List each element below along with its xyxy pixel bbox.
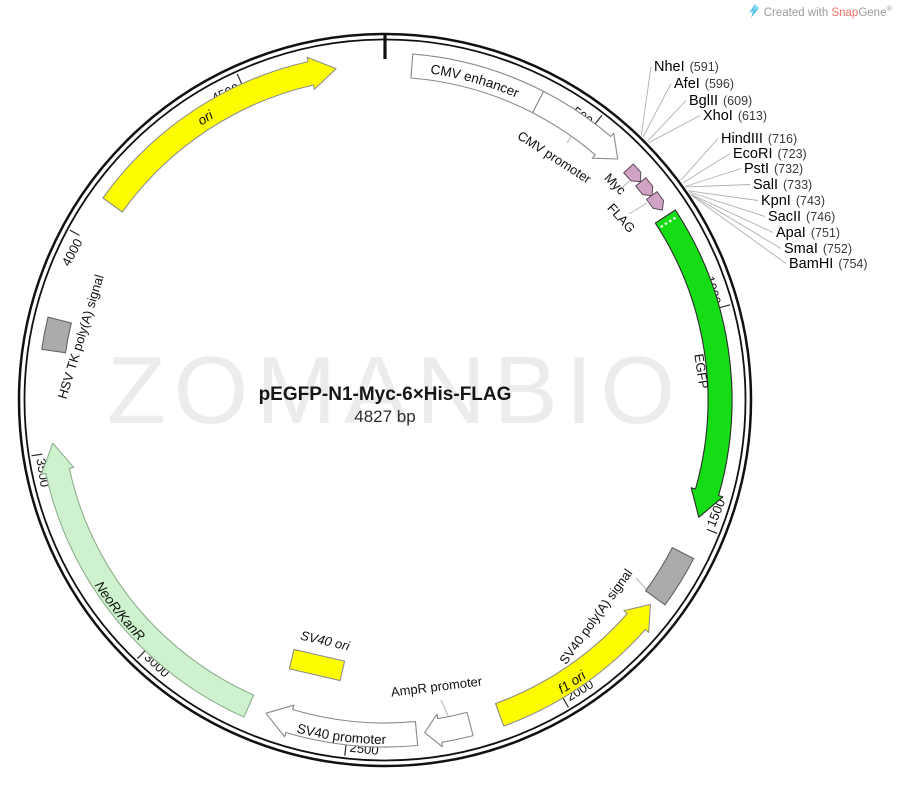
feature-sv40-polya[interactable] bbox=[644, 546, 695, 606]
enzyme-label-EcoRI[interactable]: EcoRI (723) bbox=[733, 146, 807, 162]
snapgene-credit: Created with SnapGene® bbox=[748, 4, 892, 19]
enzyme-position: (752) bbox=[823, 242, 852, 256]
watermark-text: ZOMANBIO bbox=[106, 337, 683, 444]
scale-tick bbox=[719, 304, 731, 309]
scale-tick bbox=[69, 229, 80, 236]
enzyme-label-XhoI[interactable]: XhoI (613) bbox=[703, 108, 767, 124]
enzyme-label-BamHI[interactable]: BamHI (754) bbox=[789, 256, 868, 272]
plasmid-title-block: pEGFP-N1-Myc-6×His-FLAG 4827 bp bbox=[215, 383, 555, 428]
scale-tick-label: 4000 bbox=[59, 236, 86, 269]
credit-brand-snap: Snap bbox=[831, 6, 859, 19]
enzyme-leader-EcoRI bbox=[682, 153, 731, 184]
feature-sv40-ori[interactable] bbox=[288, 648, 346, 682]
enzyme-label-SmaI[interactable]: SmaI (752) bbox=[784, 241, 852, 257]
enzyme-name: KpnI bbox=[761, 193, 791, 209]
scale-tick bbox=[137, 650, 146, 660]
enzyme-position: (754) bbox=[838, 257, 867, 271]
enzyme-name: ApaI bbox=[776, 225, 806, 241]
enzyme-name: BamHI bbox=[789, 256, 833, 272]
enzyme-position: (751) bbox=[811, 226, 840, 240]
plasmid-name: pEGFP-N1-Myc-6×His-FLAG bbox=[258, 384, 512, 405]
enzyme-label-NheI[interactable]: NheI (591) bbox=[654, 59, 719, 75]
enzyme-position: (716) bbox=[768, 132, 797, 146]
enzyme-leader-SalI bbox=[685, 184, 751, 188]
feature-his6-tag[interactable] bbox=[635, 177, 657, 200]
feature-hsv-tk-polya[interactable] bbox=[41, 316, 72, 354]
enzyme-position: (613) bbox=[738, 109, 767, 123]
enzyme-position: (743) bbox=[796, 194, 825, 208]
enzyme-position: (733) bbox=[783, 178, 812, 192]
enzyme-label-ApaI[interactable]: ApaI (751) bbox=[776, 225, 840, 241]
enzyme-label-BglII[interactable]: BglII (609) bbox=[689, 93, 752, 109]
leader-flag-tag bbox=[628, 202, 648, 215]
enzyme-leader-ApaI bbox=[690, 193, 774, 233]
feature-neor-kanr[interactable] bbox=[40, 442, 255, 718]
feature-f1-ori[interactable] bbox=[494, 603, 651, 727]
enzyme-name: BglII bbox=[689, 93, 718, 109]
enzyme-label-SacII[interactable]: SacII (746) bbox=[768, 209, 835, 225]
enzyme-label-SalI[interactable]: SalI (733) bbox=[753, 177, 812, 193]
enzyme-name: XhoI bbox=[703, 108, 733, 124]
feature-ori[interactable] bbox=[102, 56, 337, 213]
scale-tick bbox=[594, 114, 603, 125]
enzyme-leader-BglII bbox=[647, 100, 687, 142]
enzyme-leader-XhoI bbox=[648, 115, 701, 144]
enzyme-leader-BamHI bbox=[691, 194, 787, 264]
enzyme-leader-AfeI bbox=[642, 83, 672, 138]
enzyme-leader-HindIII bbox=[680, 138, 719, 181]
enzyme-position: (723) bbox=[778, 147, 807, 161]
scale-tick bbox=[562, 697, 570, 708]
scale-tick bbox=[344, 744, 347, 756]
scale-tick bbox=[706, 528, 718, 534]
enzyme-position: (732) bbox=[774, 162, 803, 176]
feature-tail-hatch bbox=[660, 215, 678, 228]
feature-sv40-promoter[interactable] bbox=[265, 704, 419, 748]
enzyme-leader-PstI bbox=[685, 168, 742, 187]
leader-sv40-polya bbox=[635, 577, 647, 590]
feature-ampr-promoter[interactable] bbox=[424, 711, 474, 748]
scale-tick bbox=[31, 453, 43, 457]
enzyme-leader-KpnI bbox=[688, 190, 759, 201]
enzyme-label-AfeI[interactable]: AfeI (596) bbox=[674, 76, 734, 92]
enzyme-position: (596) bbox=[705, 77, 734, 91]
enzyme-name: SmaI bbox=[784, 241, 818, 257]
feature-cmv-promoter[interactable] bbox=[532, 90, 619, 160]
enzyme-name: SacII bbox=[768, 209, 801, 225]
feature-label-ampr-promoter[interactable]: AmpR promoter bbox=[390, 673, 484, 699]
feature-label-egfp[interactable]: EGFP bbox=[691, 353, 711, 390]
enzyme-name: HindIII bbox=[721, 131, 763, 147]
enzyme-leader-NheI bbox=[640, 66, 652, 136]
leader-myc-tag bbox=[619, 180, 630, 191]
enzyme-leader-SacII bbox=[689, 191, 766, 217]
feature-flag-tag[interactable] bbox=[646, 191, 668, 214]
enzyme-label-KpnI[interactable]: KpnI (743) bbox=[761, 193, 825, 209]
enzyme-sites: NheI (591) AfeI (596) BglII (609)XhoI (613) Hin… bbox=[640, 59, 868, 272]
enzyme-name: AfeI bbox=[674, 76, 700, 92]
enzyme-name: NheI bbox=[654, 59, 685, 75]
enzyme-name: EcoRI bbox=[733, 146, 773, 162]
enzyme-name: SalI bbox=[753, 177, 778, 193]
feature-label-sv40-ori[interactable]: SV40 ori bbox=[299, 628, 352, 654]
credit-registered: ® bbox=[886, 4, 892, 13]
feature-shapes bbox=[40, 53, 733, 748]
snapgene-logo-icon bbox=[748, 4, 759, 19]
credit-brand-gene: Gene bbox=[858, 6, 887, 19]
feature-myc-tag[interactable] bbox=[623, 163, 646, 186]
credit-prefix: Created with bbox=[763, 6, 832, 19]
enzyme-name: PstI bbox=[744, 161, 769, 177]
enzyme-leader-SmaI bbox=[690, 194, 782, 249]
enzyme-position: (746) bbox=[806, 210, 835, 224]
feature-egfp[interactable] bbox=[654, 209, 733, 518]
plasmid-size: 4827 bp bbox=[354, 407, 416, 427]
feature-label-flag-tag[interactable]: FLAG bbox=[604, 200, 638, 235]
scale-tick bbox=[236, 73, 243, 85]
enzyme-position: (609) bbox=[723, 94, 752, 108]
enzyme-position: (591) bbox=[690, 60, 719, 74]
enzyme-label-HindIII[interactable]: HindIII (716) bbox=[721, 131, 797, 147]
enzyme-label-PstI[interactable]: PstI (732) bbox=[744, 161, 803, 177]
